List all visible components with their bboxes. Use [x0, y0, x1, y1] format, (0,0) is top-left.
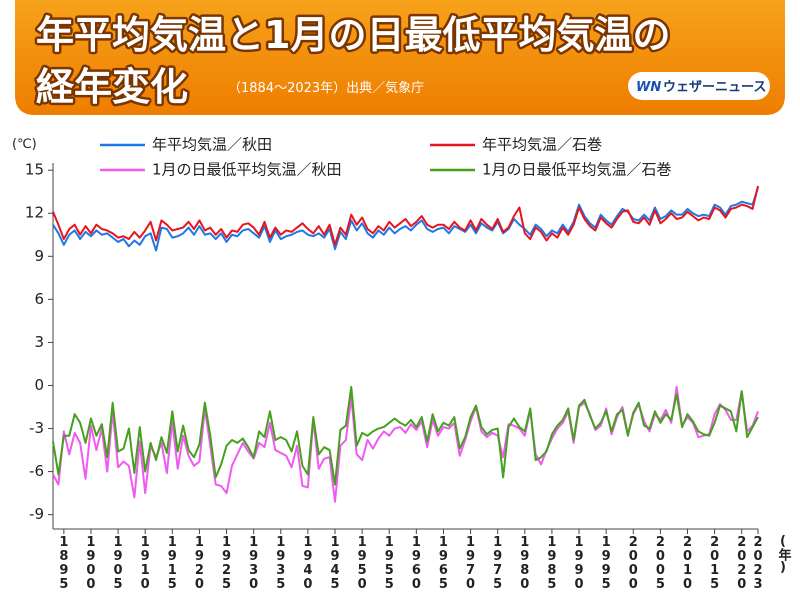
- x-tick-label: 1930: [246, 535, 261, 591]
- chart-subtitle: （1884〜2023年）出典／気象庁: [228, 80, 424, 96]
- x-tick-label: 2005: [653, 535, 668, 591]
- y-tick-label: 12: [25, 204, 44, 222]
- legend-label: 1月の日最低平均気温／石巻: [482, 161, 672, 179]
- chart-title: 年平均気温と1月の日最低平均気温の: [36, 13, 670, 57]
- y-tick-label: 3: [34, 333, 44, 351]
- x-tick-label: 1895: [56, 535, 71, 591]
- y-tick-label: -6: [29, 462, 44, 480]
- x-tick-label: 1920: [192, 535, 207, 591]
- x-tick-label: 1995: [599, 535, 614, 591]
- x-tick-label: 1905: [111, 535, 126, 591]
- x-tick-label: 1935: [273, 535, 288, 591]
- brand-mark: WN: [636, 80, 661, 95]
- series-line: [52, 385, 759, 486]
- x-tick-label: 1975: [490, 535, 505, 591]
- x-tick-label: 1950: [355, 535, 370, 591]
- x-tick-label: 2010: [680, 535, 695, 591]
- header-banner: [15, 0, 785, 115]
- y-tick-label: -3: [29, 419, 44, 437]
- y-tick-label: 0: [34, 376, 44, 394]
- series-line: [52, 187, 759, 252]
- x-tick-label: 2015: [707, 535, 722, 591]
- y-tick-label: 6: [34, 290, 44, 308]
- brand-name: ウェザーニュース: [663, 80, 766, 95]
- y-axis-label: (℃): [12, 137, 37, 152]
- x-tick-label: 2000: [626, 535, 641, 591]
- x-tick-label: 1980: [517, 535, 532, 591]
- series-line: [52, 185, 759, 246]
- x-tick-label: 1965: [436, 535, 451, 591]
- legend-label: 年平均気温／石巻: [482, 136, 602, 154]
- brand-logo: [628, 72, 770, 100]
- x-tick-label: 2023: [751, 535, 766, 591]
- x-tick-label: 1990: [572, 535, 587, 591]
- x-tick-label: 2020: [734, 535, 749, 591]
- x-tick-label: 1955: [382, 535, 397, 591]
- x-axis-label: (年): [776, 534, 792, 574]
- legend-label: 1月の日最低平均気温／秋田: [152, 161, 342, 179]
- x-tick-label: 1945: [328, 535, 343, 591]
- x-tick-label: 1960: [409, 535, 424, 591]
- legend-label: 年平均気温／秋田: [152, 136, 272, 154]
- x-tick-label: 1925: [219, 535, 234, 591]
- x-tick-label: 1940: [300, 535, 315, 591]
- y-tick-label: 9: [34, 247, 44, 265]
- x-tick-label: 1915: [165, 535, 180, 591]
- x-tick-label: 1910: [138, 535, 153, 591]
- y-tick-label: -9: [29, 505, 44, 523]
- x-tick-label: 1985: [544, 535, 559, 591]
- chart-title: 経年変化: [36, 65, 188, 109]
- x-tick-label: 1970: [463, 535, 478, 591]
- x-tick-label: 1900: [83, 535, 98, 591]
- y-tick-label: 15: [25, 161, 44, 179]
